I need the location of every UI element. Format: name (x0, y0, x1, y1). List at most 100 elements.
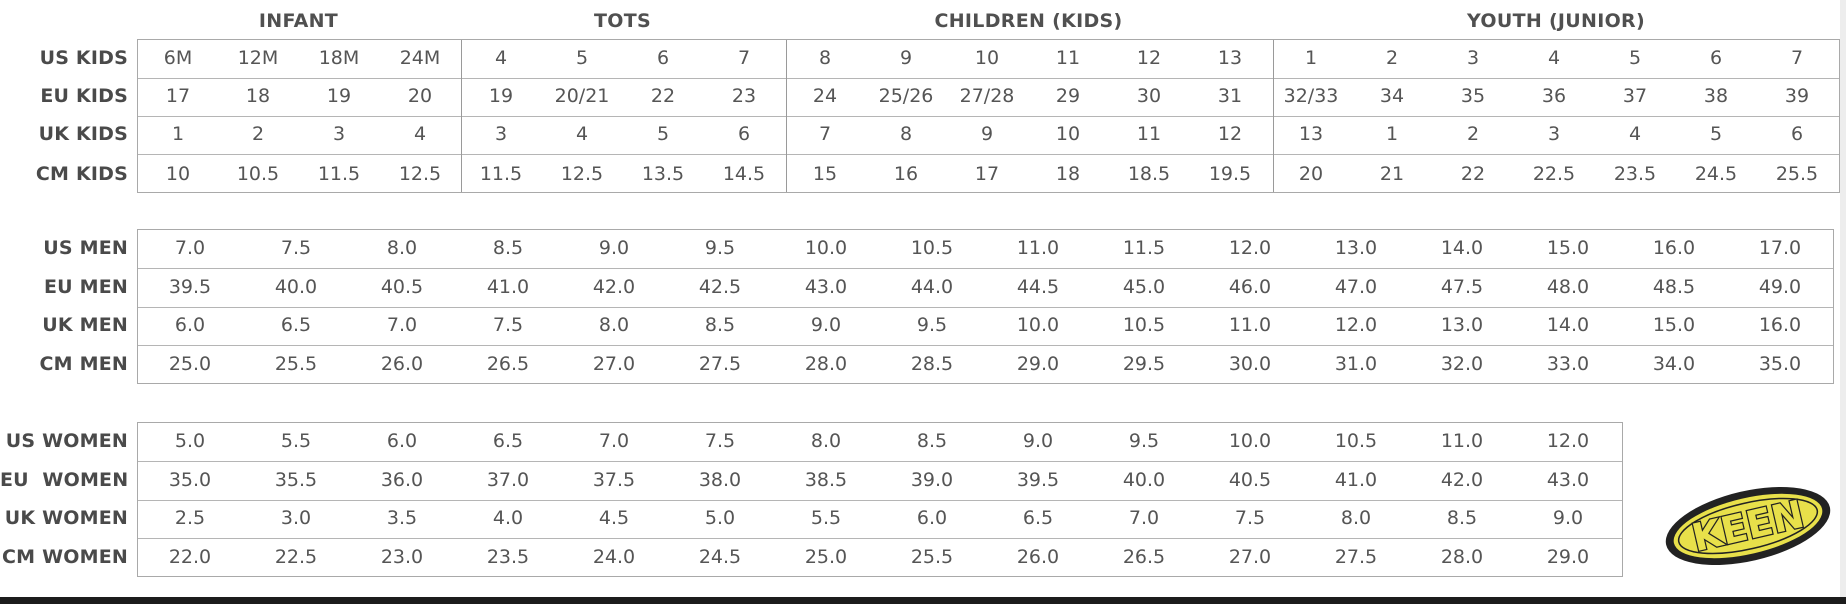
women-size-cell: 9.0 (1552, 507, 1584, 529)
men-size-cell: 39.5 (168, 276, 212, 298)
men-size-cell: 35.0 (1758, 353, 1802, 375)
kids-size-cell: 10.5 (236, 163, 280, 185)
kids-size-cell: 16 (893, 163, 919, 185)
men-row-label: EU MEN (43, 276, 128, 298)
women-row-label: CM WOMEN (2, 546, 128, 568)
men-size-cell: 14.0 (1440, 237, 1484, 259)
bottom-border (0, 597, 1846, 604)
men-size-cell: 14.0 (1546, 314, 1590, 336)
women-size-cell: 6.5 (1022, 507, 1054, 529)
kids-size-cell: 1 (1304, 47, 1318, 69)
kids-size-cell: 18 (1055, 163, 1081, 185)
kids-size-cell: 5 (1628, 47, 1642, 69)
kids-size-cell: 4 (575, 123, 589, 145)
kids-size-cell: 34 (1379, 85, 1405, 107)
kids-size-cell: 22 (650, 85, 676, 107)
kids-size-cell: 3 (332, 123, 346, 145)
women-size-cell: 26.5 (1122, 546, 1166, 568)
kids-size-cell: 13 (1217, 47, 1243, 69)
kids-size-cell: 25/26 (878, 85, 934, 107)
women-size-cell: 43.0 (1546, 469, 1590, 491)
women-row-label: US WOMEN (5, 430, 128, 452)
kids-size-cell: 5 (1709, 123, 1723, 145)
kids-size-cell: 9 (980, 123, 994, 145)
women-size-cell: 27.5 (1334, 546, 1378, 568)
kids-size-cell: 24 (812, 85, 838, 107)
men-size-cell: 28.0 (804, 353, 848, 375)
men-size-cell: 11.0 (1016, 237, 1060, 259)
kids-size-cell: 22 (1460, 163, 1486, 185)
women-size-cell: 38.5 (804, 469, 848, 491)
women-size-cell: 3.0 (280, 507, 312, 529)
men-size-cell: 45.0 (1122, 276, 1166, 298)
kids-size-cell: 30 (1136, 85, 1162, 107)
kids-size-cell: 19 (488, 85, 514, 107)
right-edge (1840, 0, 1846, 604)
men-size-cell: 12.0 (1228, 237, 1272, 259)
kids-size-cell: 6 (1709, 47, 1723, 69)
kids-row-label: US KIDS (39, 47, 128, 69)
men-size-cell: 8.0 (598, 314, 630, 336)
kids-size-cell: 38 (1703, 85, 1729, 107)
women-size-cell: 38.0 (698, 469, 742, 491)
kids-size-cell: 19.5 (1208, 163, 1252, 185)
women-row-label: UK WOMEN (4, 507, 128, 529)
women-size-cell: 4.5 (598, 507, 630, 529)
men-size-cell: 49.0 (1758, 276, 1802, 298)
kids-size-cell: 4 (413, 123, 427, 145)
men-size-cell: 33.0 (1546, 353, 1590, 375)
men-size-cell: 12.0 (1334, 314, 1378, 336)
women-size-cell: 8.0 (1340, 507, 1372, 529)
kids-size-cell: 35 (1460, 85, 1486, 107)
men-size-cell: 42.0 (592, 276, 636, 298)
men-size-cell: 15.0 (1652, 314, 1696, 336)
women-size-cell: 27.0 (1228, 546, 1272, 568)
women-size-cell: 8.5 (1446, 507, 1478, 529)
kids-size-cell: 37 (1622, 85, 1648, 107)
men-size-cell: 47.5 (1440, 276, 1484, 298)
women-size-cell: 25.5 (910, 546, 954, 568)
women-size-cell: 7.0 (598, 430, 630, 452)
kids-size-cell: 12 (1136, 47, 1162, 69)
group-header-youth: YOUTH (JUNIOR) (1467, 10, 1645, 32)
women-size-cell: 5.5 (810, 507, 842, 529)
men-size-cell: 16.0 (1758, 314, 1802, 336)
kids-size-cell: 20 (407, 85, 433, 107)
kids-size-cell: 11.5 (317, 163, 361, 185)
women-size-cell: 11.0 (1440, 430, 1484, 452)
women-size-cell: 8.5 (916, 430, 948, 452)
men-size-cell: 7.0 (386, 314, 418, 336)
women-size-cell: 12.0 (1546, 430, 1590, 452)
kids-size-cell: 1 (171, 123, 185, 145)
women-size-cell: 9.0 (1022, 430, 1054, 452)
kids-size-cell: 10 (1055, 123, 1081, 145)
women-size-cell: 5.5 (280, 430, 312, 452)
kids-size-cell: 10 (974, 47, 1000, 69)
kids-size-cell: 3 (1466, 47, 1480, 69)
women-size-cell: 39.0 (910, 469, 954, 491)
women-size-cell: 22.5 (274, 546, 318, 568)
women-size-cell: 5.0 (174, 430, 206, 452)
men-size-cell: 10.0 (804, 237, 848, 259)
kids-size-cell: 13 (1298, 123, 1324, 145)
men-size-cell: 34.0 (1652, 353, 1696, 375)
kids-size-cell: 32/33 (1283, 85, 1339, 107)
women-size-cell: 6.0 (916, 507, 948, 529)
kids-size-cell: 7 (737, 47, 751, 69)
men-size-cell: 40.5 (380, 276, 424, 298)
men-size-cell: 9.5 (916, 314, 948, 336)
kids-size-table (137, 39, 1840, 193)
men-size-cell: 44.0 (910, 276, 954, 298)
men-row-label: CM MEN (39, 353, 128, 375)
men-size-cell: 11.5 (1122, 237, 1166, 259)
kids-size-cell: 7 (818, 123, 832, 145)
men-size-cell: 32.0 (1440, 353, 1484, 375)
men-size-cell: 26.5 (486, 353, 530, 375)
kids-size-cell: 6 (1790, 123, 1804, 145)
men-size-cell: 11.0 (1228, 314, 1272, 336)
women-size-cell: 23.0 (380, 546, 424, 568)
kids-row-label: CM KIDS (35, 163, 128, 185)
kids-size-cell: 18 (245, 85, 271, 107)
men-row-label: US MEN (43, 237, 128, 259)
